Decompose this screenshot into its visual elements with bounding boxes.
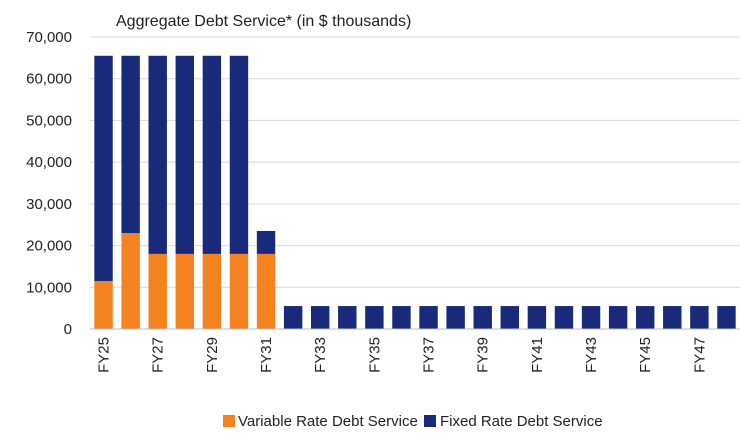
bar-variable-rate-fy26 [121,233,140,329]
x-tick-label: FY47 [691,337,708,373]
bar-fixed-rate-fy35 [365,306,384,329]
bar-fixed-rate-fy27 [148,55,167,254]
bar-fixed-rate-fy42 [554,306,574,329]
y-tick-label: 60,000 [26,71,72,88]
legend-swatch-variable [223,415,235,427]
bar-fixed-rate-fy47 [690,306,709,329]
bar-fixed-rate-fy46 [663,306,682,329]
bar-fixed-rate-fy37 [419,306,438,329]
bar-variable-rate-fy29 [202,253,222,329]
x-tick-label: FY37 [421,337,438,373]
bar-fixed-rate-fy31 [256,230,276,254]
x-axis-ticks: FY25 FY27 FY29 FY31 FY33 FY35 FY37 FY39 FY41 FY43… [96,337,709,373]
x-tick-label: FY45 [637,337,654,373]
x-tick-label: FY35 [366,337,383,373]
x-tick-label: FY33 [312,337,329,373]
bar-fixed-rate-fy48 [717,306,736,329]
x-tick-label: FY27 [150,337,167,373]
y-tick-label: 10,000 [26,279,72,296]
x-tick-label: FY39 [475,337,492,373]
bars [94,55,736,329]
y-tick-label: 20,000 [26,238,72,255]
legend-swatch-fixed [424,415,436,427]
bar-variable-rate-fy27 [148,253,167,329]
y-tick-label: 40,000 [26,154,72,171]
bar-fixed-rate-fy33 [311,306,330,329]
y-tick-label: 0 [64,321,72,338]
bar-variable-rate-fy28 [175,253,194,329]
bar-fixed-rate-fy44 [608,306,628,329]
bar-fixed-rate-fy29 [202,55,222,254]
x-tick-label: FY41 [529,337,546,373]
bar-fixed-rate-fy40 [500,306,519,329]
bar-fixed-rate-fy25 [94,55,113,282]
y-tick-label: 50,000 [26,112,72,129]
bar-fixed-rate-fy36 [392,306,411,329]
bar-fixed-rate-fy30 [229,55,249,254]
y-axis-ticks: 0 10,000 20,000 30,000 40,000 50,000 60,000 70,… [26,29,72,338]
legend: Variable Rate Debt Service Fixed Rate De… [223,413,603,430]
bar-variable-rate-fy30 [229,253,249,329]
chart-title: Aggregate Debt Service* (in $ thousands) [116,13,411,30]
bar-fixed-rate-fy26 [121,55,140,234]
bar-fixed-rate-fy28 [175,55,194,254]
x-tick-label: FY25 [96,337,113,373]
bar-variable-rate-fy31 [256,253,276,329]
y-tick-label: 30,000 [26,196,72,213]
legend-label-fixed: Fixed Rate Debt Service [440,413,603,430]
bar-fixed-rate-fy38 [446,306,465,329]
bar-fixed-rate-fy34 [338,306,357,329]
bar-fixed-rate-fy41 [527,306,547,329]
x-tick-label: FY29 [204,337,221,373]
y-tick-label: 70,000 [26,29,72,46]
gridlines [90,36,740,288]
x-tick-label: FY43 [583,337,600,373]
x-tick-label: FY31 [258,337,275,373]
bar-fixed-rate-fy43 [581,306,601,329]
bar-variable-rate-fy25 [94,281,113,329]
bar-fixed-rate-fy45 [636,306,655,329]
bar-fixed-rate-fy39 [473,306,492,329]
bar-fixed-rate-fy32 [283,306,303,329]
legend-label-variable: Variable Rate Debt Service [238,413,418,430]
